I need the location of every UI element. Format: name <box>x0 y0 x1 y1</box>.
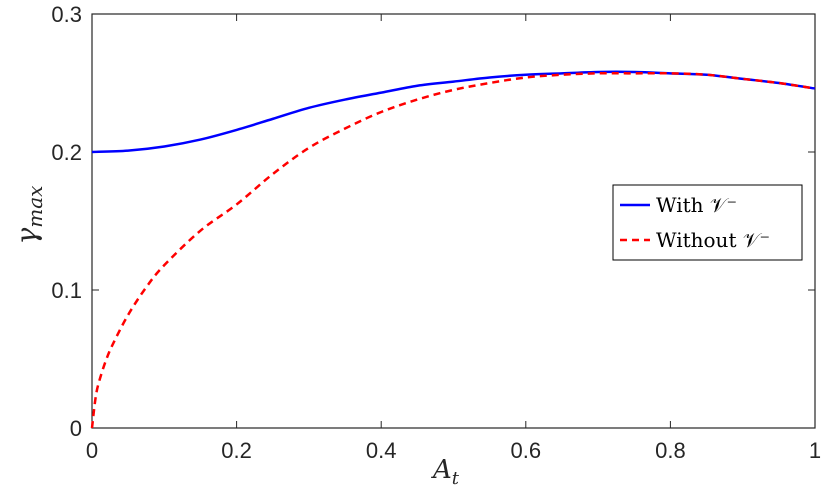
y-tick-label: 0.3 <box>51 2 82 27</box>
y-tick-label: 0 <box>70 416 82 441</box>
plot-border <box>91 13 816 429</box>
x-axis-label: At <box>431 455 460 489</box>
legend-box <box>612 184 803 261</box>
y-axis-ticks: 0 0.1 0.2 0.3 <box>51 2 815 441</box>
x-tick-label: 0.4 <box>366 438 397 463</box>
plot-frame <box>91 13 816 429</box>
x-axis-ticks: 0 0.2 0.4 0.6 0.8 1 <box>86 14 821 463</box>
x-tick-label: 0.8 <box>655 438 686 463</box>
series-layer <box>90 70 816 429</box>
x-tick-label: 0.6 <box>511 438 542 463</box>
x-axis-label-sub: t <box>452 468 460 489</box>
x-tick-label: 0.2 <box>221 438 252 463</box>
x-tick-label: 0 <box>86 438 98 463</box>
x-tick-label: 1 <box>809 438 821 463</box>
legend-label-without: Without 𝒱⁻ <box>656 228 770 252</box>
legend: With 𝒱⁻ Without 𝒱⁻ <box>612 184 803 261</box>
y-tick-label: 0.2 <box>51 140 82 165</box>
y-tick-label: 0.1 <box>51 278 82 303</box>
y-axis-label-base: γ <box>10 227 43 244</box>
y-axis-label: γmax <box>10 186 47 245</box>
y-axis-label-sub: max <box>23 186 47 228</box>
series-line-with <box>91 70 816 154</box>
legend-label-with: With 𝒱⁻ <box>656 193 737 217</box>
x-axis-label-base: A <box>431 455 452 485</box>
